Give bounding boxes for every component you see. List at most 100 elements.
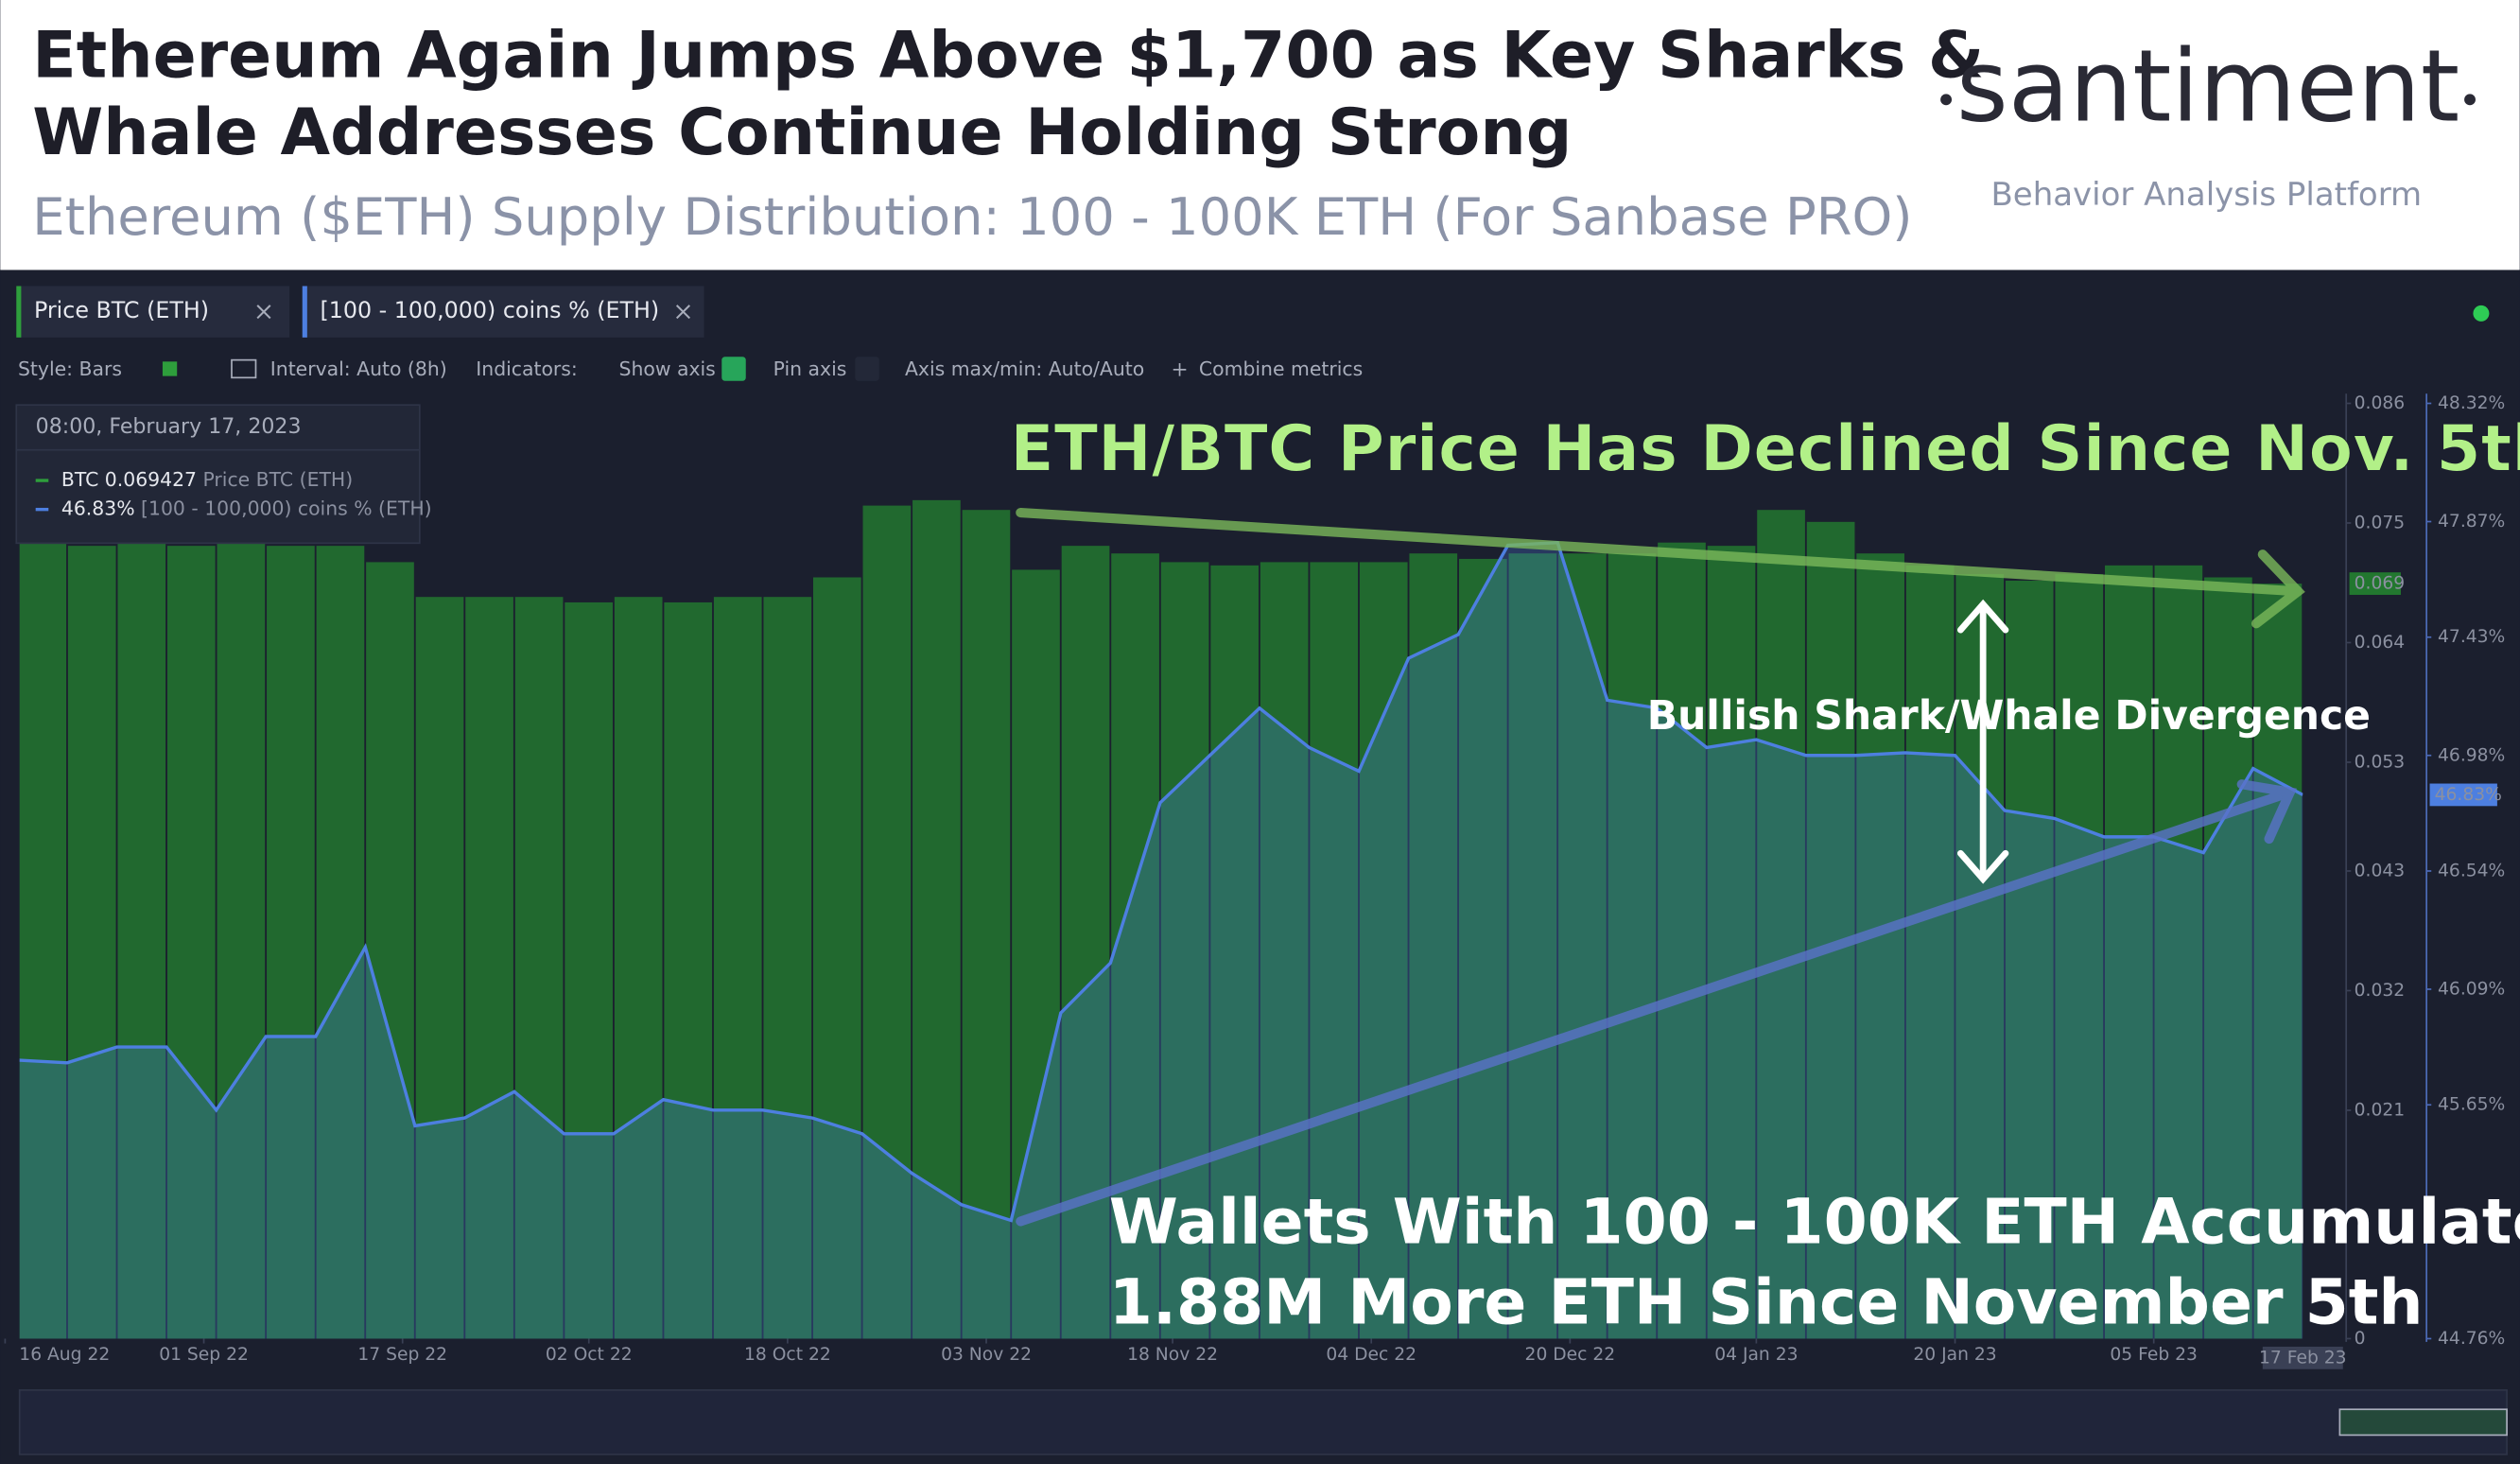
bar	[366, 562, 414, 1339]
tooltip-row: BTC 0.069427 Price BTC (ETH)	[61, 468, 353, 491]
x-tick-label: 04 Jan 23	[1714, 1345, 1798, 1365]
y-tick-label: 0.032	[2355, 981, 2406, 1001]
bar	[2154, 565, 2203, 1339]
trend-line	[1016, 507, 2303, 597]
x-tick-label: 18 Oct 22	[744, 1345, 831, 1365]
subtitle: Ethereum ($ETH) Supply Distribution: 100…	[32, 187, 1912, 247]
bar	[1260, 562, 1309, 1339]
y2-tick-label: 46.98%	[2438, 745, 2505, 765]
y-tick-label: 0.075	[2355, 514, 2406, 533]
logo-dot	[1940, 94, 1953, 106]
annotation: 1.88M More ETH Since November 5th	[1109, 1265, 2424, 1339]
bar	[2104, 565, 2153, 1339]
control[interactable]: Axis max/min: Auto/Auto	[905, 357, 1144, 380]
annotation: ETH/BTC Price Has Declined Since Nov. 5t…	[1010, 412, 2520, 487]
y2-tick-label: 46.54%	[2438, 861, 2505, 880]
control[interactable]: Combine metrics	[1199, 357, 1363, 380]
bar	[862, 505, 912, 1339]
y-tick-label: 0.086	[2355, 393, 2406, 413]
logo: santiment	[1956, 27, 2459, 144]
control[interactable]: Style: Bars	[18, 357, 122, 380]
annotation: Bullish Shark/Whale Divergence	[1647, 693, 2371, 740]
bar	[267, 546, 315, 1339]
y2-tick-label: 47.43%	[2438, 627, 2505, 647]
bar	[1806, 521, 1855, 1339]
tab-marker	[302, 286, 307, 338]
logo-dot	[2464, 94, 2476, 106]
y2-tick-label: 46.09%	[2438, 979, 2505, 999]
arrow-head	[1956, 849, 2009, 884]
x-tick-label: 16 Aug 22	[19, 1345, 110, 1365]
y-tick-label: 0.043	[2355, 861, 2406, 880]
bar	[1856, 553, 1904, 1339]
bar	[2253, 584, 2303, 1339]
control[interactable]: Show axis	[619, 357, 716, 380]
legend-entry: Price BTC (ETH)	[203, 468, 354, 491]
last-value-label: 46.83%	[2435, 785, 2502, 805]
bar	[1558, 553, 1607, 1339]
bar	[1458, 558, 1507, 1339]
bar	[1757, 510, 1805, 1339]
control[interactable]: Pin axis	[773, 357, 847, 380]
bar	[217, 542, 266, 1339]
bar	[514, 597, 564, 1339]
annotation: Wallets With 100 - 100K ETH Accumulated	[1109, 1185, 2520, 1259]
y2-tick-label: 45.65%	[2438, 1095, 2505, 1115]
control[interactable]: Interval: Auto (8h)	[270, 357, 447, 380]
bar	[1905, 565, 1955, 1339]
bar	[1608, 553, 1657, 1339]
tab[interactable]	[16, 286, 290, 338]
divergence-arrow	[1956, 599, 2009, 884]
tab[interactable]	[302, 286, 704, 338]
x-last-label-bg	[2262, 1346, 2343, 1369]
plot-area	[19, 499, 2303, 1339]
bar	[117, 542, 166, 1339]
control[interactable]: Indicators:	[476, 357, 578, 380]
bar	[962, 510, 1011, 1339]
bar	[664, 601, 713, 1339]
y-tick-label: 0.064	[2355, 633, 2406, 653]
tooltip-value: 46.83%	[61, 497, 135, 520]
y-tick-label: 0.053	[2355, 752, 2406, 772]
bar	[1359, 562, 1408, 1339]
checkbox[interactable]	[855, 357, 879, 381]
axes: 0 0.021 0.032 0.043 0.053 0.064 0.075 0.086 44.7…	[4, 393, 2505, 1369]
navigator[interactable]	[18, 1388, 2508, 1455]
color-swatch[interactable]	[162, 361, 178, 376]
interval-icon	[231, 358, 257, 379]
header-bg	[0, 0, 2520, 270]
close-icon[interactable]	[256, 305, 271, 320]
bar	[1111, 553, 1159, 1339]
tab-label: [100 - 100,000) coins % (ETH)	[320, 297, 659, 323]
bar	[1210, 565, 1259, 1339]
checkbox[interactable]	[721, 357, 746, 381]
x-tick-label: 17 Sep 22	[357, 1345, 447, 1365]
last-value-bg	[2429, 783, 2497, 807]
close-icon[interactable]	[675, 305, 690, 320]
bar	[1508, 553, 1557, 1339]
bar	[2005, 580, 2054, 1339]
bar	[166, 546, 216, 1339]
arrow-head	[2236, 779, 2298, 845]
line	[19, 540, 2303, 1223]
bar	[1409, 553, 1458, 1339]
bar	[1310, 562, 1359, 1339]
title: Whale Addresses Continue Holding Strong	[32, 96, 1572, 170]
bar	[67, 546, 116, 1339]
bar	[316, 546, 365, 1339]
bar	[465, 597, 513, 1339]
bar	[565, 601, 613, 1339]
legend-entry: [100 - 100,000) coins % (ETH)	[141, 497, 432, 520]
x-tick-label: 02 Oct 22	[546, 1345, 633, 1365]
last-value-bg	[2349, 572, 2401, 595]
status-dot	[2473, 305, 2490, 322]
tooltip-value: BTC 0.069427	[61, 468, 197, 491]
bar	[763, 597, 812, 1339]
plus-icon	[1173, 363, 1187, 376]
navigator-window[interactable]	[2338, 1408, 2508, 1437]
title: Ethereum Again Jumps Above $1,700 as Key…	[32, 18, 1984, 93]
tooltip-row: 46.83% [100 - 100,000) coins % (ETH)	[61, 497, 432, 520]
y2-tick-label: 44.76%	[2438, 1329, 2505, 1349]
x-tick-label: 03 Nov 22	[941, 1345, 1032, 1365]
